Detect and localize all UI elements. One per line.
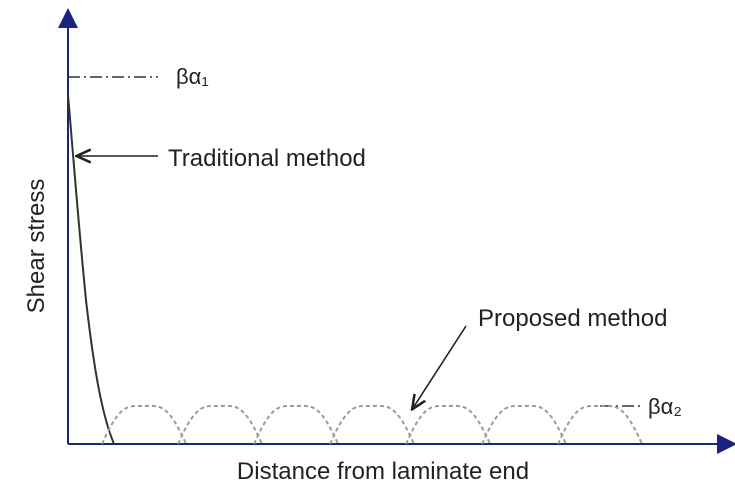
proposed-pointer-arrow	[413, 325, 467, 408]
proposed-method-label: Proposed method	[478, 305, 667, 332]
traditional-method-curve	[67, 94, 115, 445]
proposed-method-curve	[101, 404, 643, 445]
peak-traditional-label: βα₁	[176, 64, 209, 89]
x-axis-label: Distance from laminate end	[237, 458, 529, 485]
traditional-method-label: Traditional method	[168, 145, 366, 172]
y-axis-label: Shear stress	[23, 179, 50, 314]
peak-proposed-label: βα₂	[648, 394, 682, 419]
